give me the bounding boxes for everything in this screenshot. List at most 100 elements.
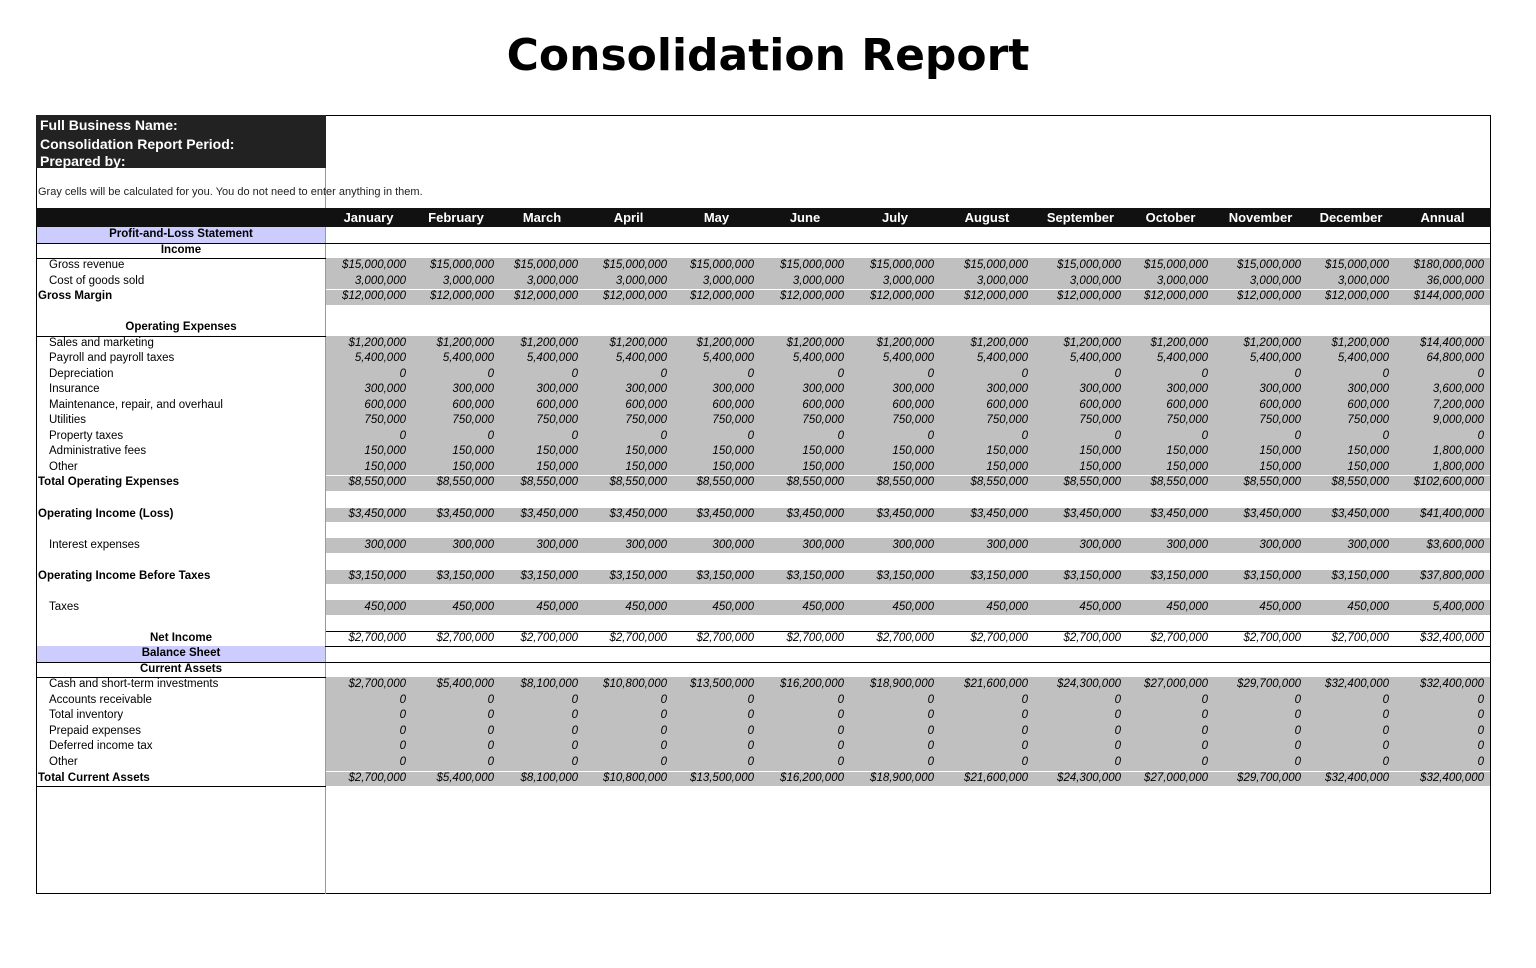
calc-band [326,677,1490,693]
value-cell: 0 [1021,740,1028,753]
section-heading: Balance Sheet [141,647,221,660]
value-cell: 0 [571,367,578,380]
rule [326,770,1490,772]
value-cell: 5,400,000 [882,352,934,365]
value-cell: 0 [1382,724,1389,737]
value-cell: 600,000 [452,398,494,411]
value-cell: 0 [571,429,578,442]
report-title: Consolidation Report [506,30,1030,81]
value-cell: 0 [399,429,406,442]
value-cell: 0 [399,709,406,722]
value-cell: 9,000,000 [1432,414,1484,427]
value-cell: 0 [747,740,754,753]
value-cell: 300,000 [1259,538,1301,551]
value-cell: 450,000 [364,600,406,613]
value-cell: 0 [927,724,934,737]
value-cell: 600,000 [536,398,578,411]
value-cell: $1,200,000 [970,336,1028,349]
value-cell: 150,000 [1347,445,1389,458]
value-cell: $1,200,000 [348,336,406,349]
value-cell: $2,700,000 [348,678,406,691]
group-heading: Income [160,243,202,256]
value-cell: 450,000 [892,600,934,613]
value-cell: 600,000 [625,398,667,411]
calc-band [326,444,1490,460]
value-cell: $102,600,000 [1413,476,1484,489]
value-cell: $8,550,000 [1243,476,1301,489]
value-cell: 0 [1477,429,1484,442]
value-cell: $3,150,000 [876,569,934,582]
value-cell: 600,000 [986,398,1028,411]
value-cell: 150,000 [892,445,934,458]
value-cell: 3,000,000 [1337,274,1389,287]
column-header: June [789,210,821,225]
value-cell: $3,450,000 [348,507,406,520]
value-cell: 3,000,000 [702,274,754,287]
value-cell: 0 [571,740,578,753]
value-cell: $12,000,000 [690,290,754,303]
calc-band [326,273,1490,290]
value-cell: 150,000 [1347,460,1389,473]
value-cell: 0 [487,724,494,737]
value-cell: $3,600,000 [1426,538,1484,551]
calc-band [326,475,1490,491]
value-cell: 1,800,000 [1432,460,1484,473]
value-cell: $3,450,000 [436,507,494,520]
value-cell: 0 [1201,724,1208,737]
value-cell: $1,200,000 [1150,336,1208,349]
value-cell: 150,000 [536,445,578,458]
value-cell: $3,150,000 [520,569,578,582]
value-cell: 0 [399,693,406,706]
value-cell: $16,200,000 [780,771,844,784]
row-label: Gross Margin [38,290,113,303]
value-cell: $3,150,000 [1331,569,1389,582]
value-cell: $8,550,000 [786,476,844,489]
value-cell: 0 [487,740,494,753]
row-label: Property taxes [49,429,124,442]
value-cell: 0 [1477,740,1484,753]
calc-band [326,755,1490,771]
value-cell: $21,600,000 [964,771,1028,784]
label-column-divider [325,115,326,894]
row-label: Total inventory [49,709,124,722]
value-cell: $3,150,000 [436,569,494,582]
column-header: October [1145,210,1196,225]
value-cell: 0 [487,709,494,722]
value-cell: 0 [1114,756,1121,769]
value-cell: 0 [927,740,934,753]
column-header: September [1046,210,1115,225]
value-cell: 600,000 [1259,398,1301,411]
calc-band [326,506,1490,523]
value-cell: 150,000 [452,460,494,473]
value-cell: 0 [747,693,754,706]
value-cell: 0 [927,429,934,442]
value-cell: $12,000,000 [342,290,406,303]
value-cell: $3,150,000 [609,569,667,582]
value-cell: 150,000 [625,445,667,458]
value-cell: 64,800,000 [1426,352,1484,365]
value-cell: 300,000 [1079,538,1121,551]
value-cell: 0 [487,756,494,769]
calc-band [326,459,1490,476]
value-cell: 0 [1294,693,1301,706]
value-cell: $3,150,000 [1243,569,1301,582]
value-cell: $15,000,000 [603,259,667,272]
value-cell: 150,000 [1259,445,1301,458]
value-cell: $15,000,000 [514,259,578,272]
header-field: Consolidation Report Period: [40,136,235,152]
value-cell: $16,200,000 [780,678,844,691]
value-cell: 0 [660,724,667,737]
group-heading: Current Assets [139,662,223,675]
value-cell: 150,000 [1079,460,1121,473]
value-cell: 0 [927,756,934,769]
value-cell: $13,500,000 [690,771,754,784]
value-cell: 3,000,000 [1069,274,1121,287]
value-cell: 450,000 [986,600,1028,613]
value-cell: $2,700,000 [609,631,667,644]
rule [326,289,1490,291]
value-cell: 0 [1201,429,1208,442]
value-cell: 0 [399,724,406,737]
value-cell: $3,450,000 [1063,507,1121,520]
value-cell: 5,400,000 [1249,352,1301,365]
value-cell: 0 [1114,429,1121,442]
